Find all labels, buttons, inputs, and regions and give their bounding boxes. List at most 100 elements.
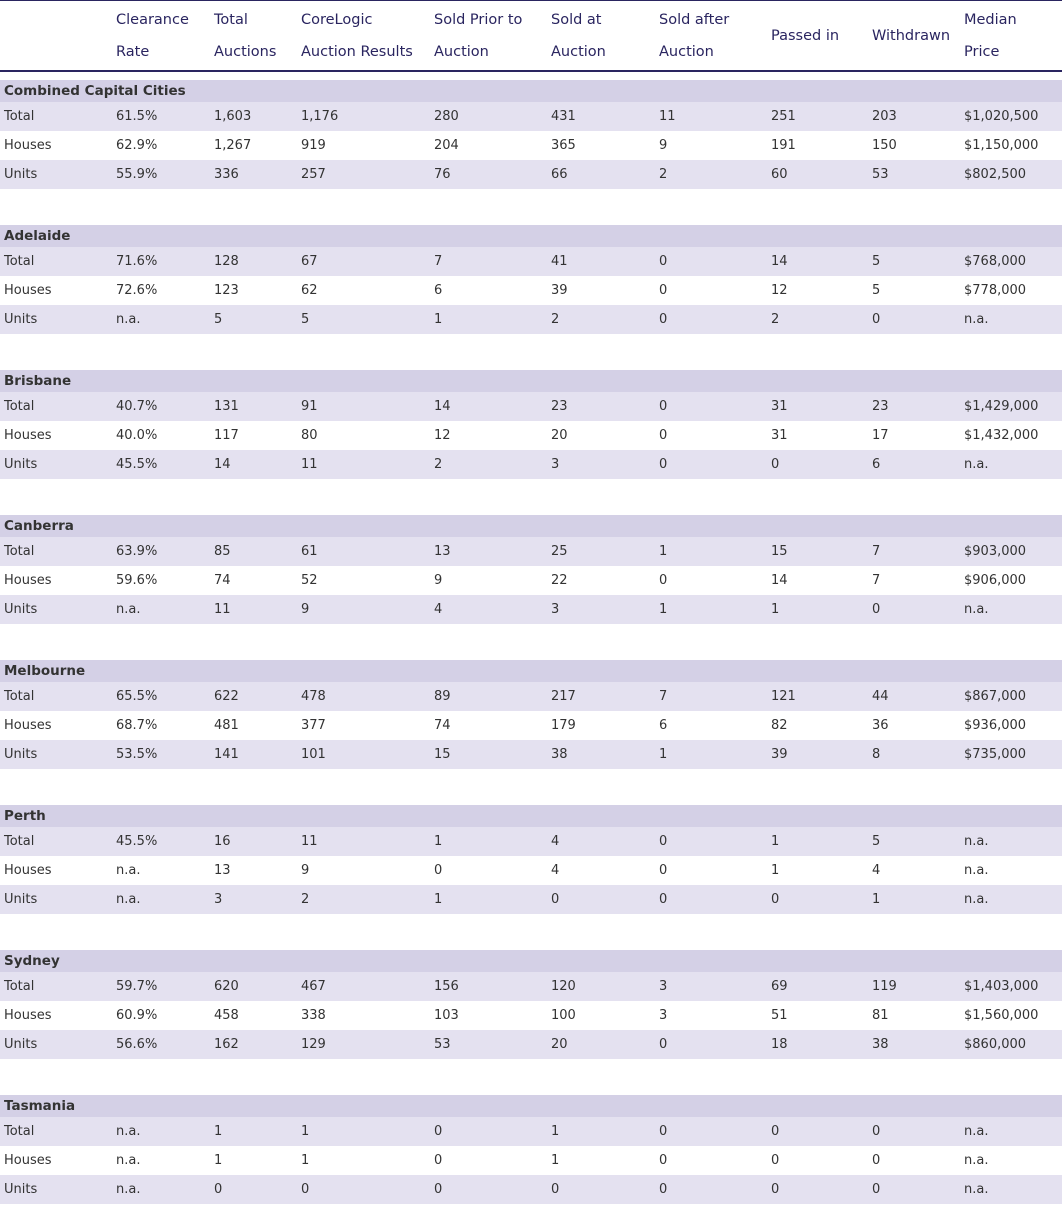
table-cell: 7 xyxy=(872,544,881,559)
table-cell: 117 xyxy=(214,428,239,443)
table-cell: $906,000 xyxy=(964,573,1027,588)
column-header-line: Price xyxy=(964,44,1000,60)
table-cell: 14 xyxy=(434,399,451,414)
table-cell: 0 xyxy=(659,254,668,269)
column-header: Passed in xyxy=(771,1,839,71)
table-cell: 53 xyxy=(434,1037,451,1052)
table-row: Houses n.a. 1 1 0 1 0 0 0 n.a. xyxy=(0,1146,1062,1175)
table-cell: 2 xyxy=(434,457,443,472)
table-cell: 191 xyxy=(771,138,796,153)
table-cell: 0 xyxy=(434,1182,443,1197)
table-cell: 16 xyxy=(214,834,231,849)
table-cell: 18 xyxy=(771,1037,788,1052)
column-header-line: Sold at xyxy=(551,12,602,28)
table-cell: $1,432,000 xyxy=(964,428,1039,443)
row-label: Total xyxy=(4,109,35,124)
table-cell: 1 xyxy=(551,1124,560,1139)
table-cell: 0 xyxy=(301,1182,310,1197)
table-cell: n.a. xyxy=(964,834,989,849)
table-cell: 1 xyxy=(301,1124,310,1139)
table-row: Houses n.a. 13 9 0 4 0 1 4 n.a. xyxy=(0,856,1062,885)
table-cell: 40.7% xyxy=(116,399,158,414)
table-cell: n.a. xyxy=(116,1124,141,1139)
table-cell: n.a. xyxy=(964,863,989,878)
table-cell: 38 xyxy=(872,1037,889,1052)
table-cell: 65.5% xyxy=(116,689,158,704)
table-cell: 0 xyxy=(551,892,560,907)
table-cell: 0 xyxy=(434,863,443,878)
table-cell: 14 xyxy=(214,457,231,472)
table-cell: 1 xyxy=(551,1153,560,1168)
table-row: Houses 72.6% 123 62 6 39 0 12 5 $778,000 xyxy=(0,276,1062,305)
row-label: Houses xyxy=(4,1153,52,1168)
table-cell: n.a. xyxy=(964,1153,989,1168)
column-header: CoreLogic Auction Results xyxy=(301,1,413,71)
table-cell: 9 xyxy=(659,138,668,153)
table-cell: 7 xyxy=(434,254,443,269)
table-cell: 0 xyxy=(551,1182,560,1197)
group-title-row: Perth xyxy=(0,805,1062,827)
table-cell: 72.6% xyxy=(116,283,158,298)
group-title: Melbourne xyxy=(4,663,86,679)
row-label: Total xyxy=(4,399,35,414)
table-row: Total 63.9% 85 61 13 25 1 15 7 $903,000 xyxy=(0,537,1062,566)
row-label: Units xyxy=(4,167,38,182)
table-cell: 123 xyxy=(214,283,239,298)
table-cell: n.a. xyxy=(964,312,989,327)
table-cell: 53 xyxy=(872,167,889,182)
table-cell: 2 xyxy=(301,892,310,907)
table-cell: 4 xyxy=(551,863,560,878)
table-cell: 0 xyxy=(872,1153,881,1168)
table-cell: 81 xyxy=(872,1008,889,1023)
table-cell: 150 xyxy=(872,138,897,153)
table-cell: 2 xyxy=(551,312,560,327)
table-row: Units n.a. 0 0 0 0 0 0 0 n.a. xyxy=(0,1175,1062,1204)
table-cell: 0 xyxy=(872,312,881,327)
table-cell: 204 xyxy=(434,138,459,153)
table-cell: 129 xyxy=(301,1037,326,1052)
group-title-row: Combined Capital Cities xyxy=(0,80,1062,102)
table-cell: 257 xyxy=(301,167,326,182)
column-header: Sold at Auction xyxy=(551,1,606,71)
row-label: Houses xyxy=(4,428,52,443)
table-cell: $1,020,500 xyxy=(964,109,1039,124)
table-cell: 13 xyxy=(434,544,451,559)
table-cell: 1 xyxy=(301,1153,310,1168)
group-title: Tasmania xyxy=(4,1098,76,1114)
row-label: Total xyxy=(4,544,35,559)
table-cell: 1 xyxy=(872,892,881,907)
table-cell: 280 xyxy=(434,109,459,124)
table-cell: 478 xyxy=(301,689,326,704)
table-cell: 63.9% xyxy=(116,544,158,559)
group-title: Perth xyxy=(4,808,46,824)
group-title: Combined Capital Cities xyxy=(4,83,186,99)
table-cell: 251 xyxy=(771,109,796,124)
column-header: Withdrawn xyxy=(872,1,950,71)
row-label: Houses xyxy=(4,1008,52,1023)
table-cell: n.a. xyxy=(964,602,989,617)
table-row: Units 45.5% 14 11 2 3 0 0 6 n.a. xyxy=(0,450,1062,479)
table-cell: $802,500 xyxy=(964,167,1027,182)
column-header-line: Auction Results xyxy=(301,44,413,60)
table-cell: n.a. xyxy=(116,1182,141,1197)
column-header-line: CoreLogic xyxy=(301,12,373,28)
column-header: Median Price xyxy=(964,1,1017,71)
table-cell: 3 xyxy=(551,457,560,472)
table-cell: 0 xyxy=(659,573,668,588)
table-cell: 1,603 xyxy=(214,109,252,124)
table-cell: 76 xyxy=(434,167,451,182)
table-cell: 0 xyxy=(659,428,668,443)
table-cell: 53.5% xyxy=(116,747,158,762)
table-cell: 61.5% xyxy=(116,109,158,124)
table-cell: 66 xyxy=(551,167,568,182)
table-cell: 12 xyxy=(434,428,451,443)
table-cell: 3 xyxy=(551,602,560,617)
table-cell: 0 xyxy=(659,834,668,849)
table-cell: $735,000 xyxy=(964,747,1027,762)
table-cell: 458 xyxy=(214,1008,239,1023)
table-cell: n.a. xyxy=(116,602,141,617)
table-row: Total 40.7% 131 91 14 23 0 31 23 $1,429,000 xyxy=(0,392,1062,421)
table-cell: 0 xyxy=(214,1182,223,1197)
table-cell: 74 xyxy=(434,718,451,733)
table-cell: 17 xyxy=(872,428,889,443)
